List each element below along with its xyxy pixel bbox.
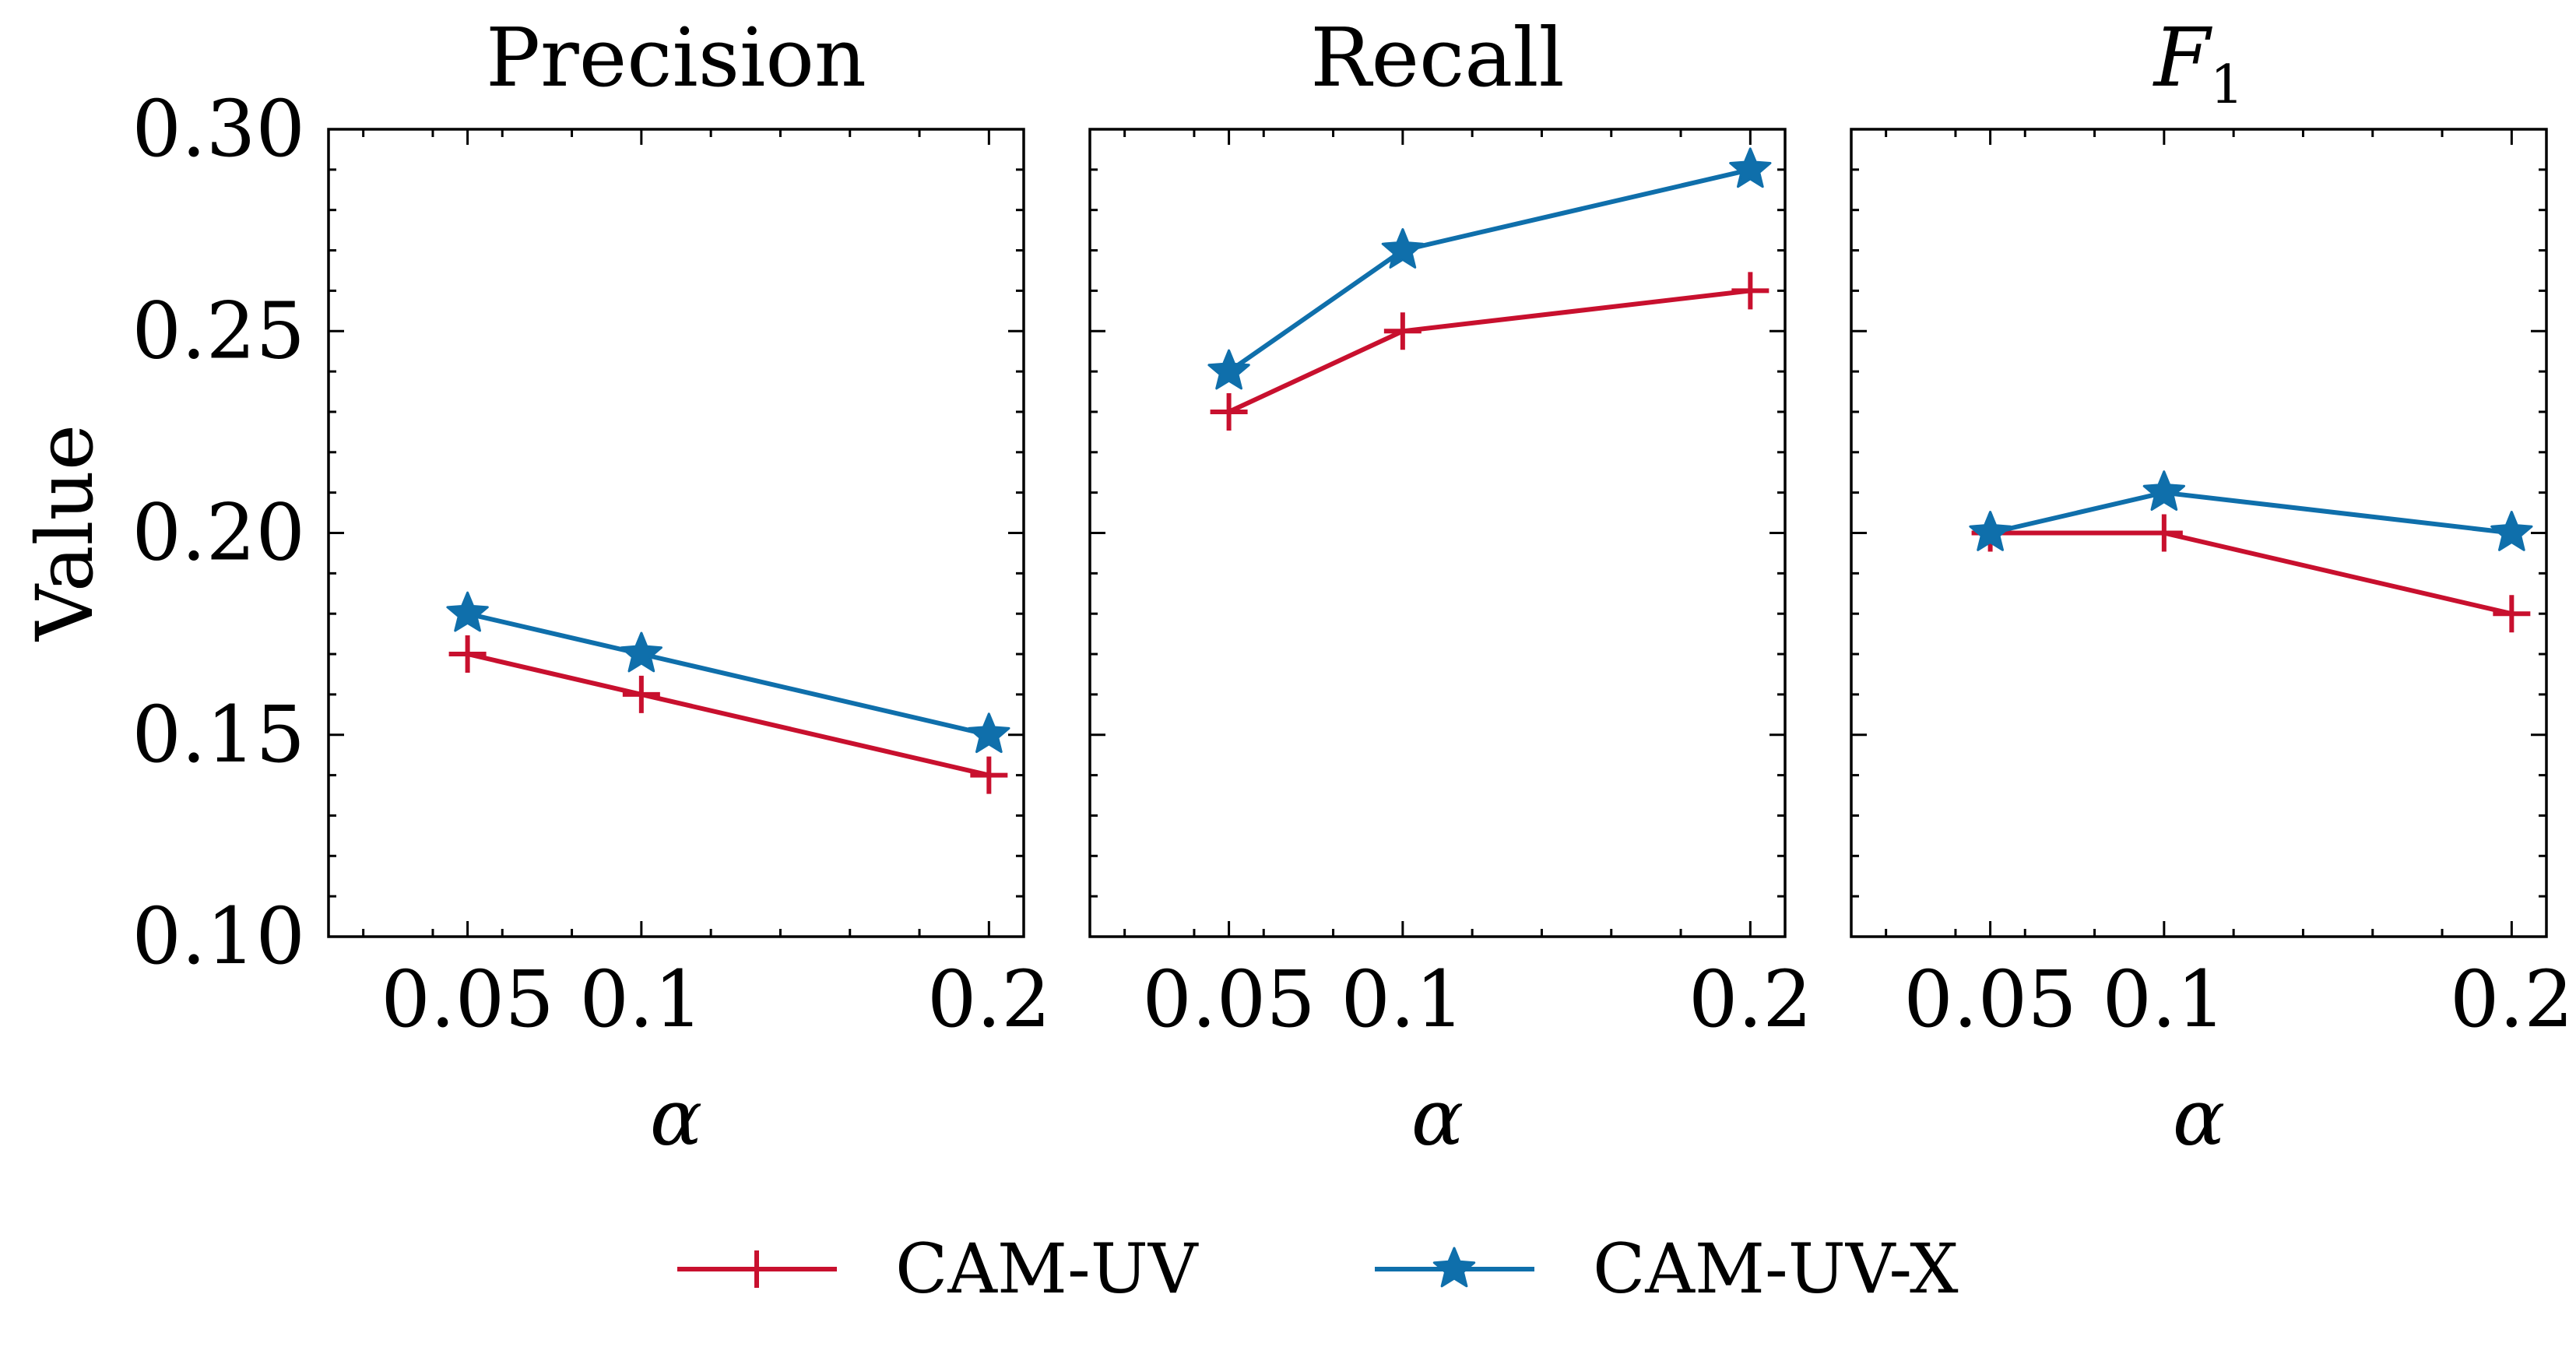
x-tick-label: 0.1: [579, 954, 703, 1045]
legend-item-cam-uv: CAM-UV: [677, 1229, 1199, 1309]
x-axis-label: α: [650, 1072, 703, 1163]
panel-title: F1: [2153, 10, 2244, 116]
x-axis-label: α: [2173, 1072, 2226, 1163]
data-point-cam-uv: [1383, 312, 1422, 350]
x-tick-label: 0.2: [2450, 954, 2574, 1045]
x-tick-label: 0.1: [1341, 954, 1464, 1045]
y-tick-label: 0.30: [132, 83, 305, 174]
data-point-cam-uv-x: [968, 712, 1010, 754]
plot-frame: [327, 128, 1025, 938]
data-point-cam-uv: [2145, 514, 2183, 552]
y-tick-label: 0.25: [132, 285, 305, 376]
data-point-cam-uv: [970, 756, 1008, 794]
data-point-cam-uv-x: [1969, 511, 2012, 551]
data-point-cam-uv: [1210, 392, 1248, 431]
panel-3: F1 0.05 0.1 0.2 α: [1850, 10, 2574, 1163]
x-tick-label: 0.05: [381, 954, 554, 1045]
data-point-cam-uv-x: [1207, 349, 1250, 390]
series-line-cam-uv: [1228, 288, 1751, 414]
data-point-cam-uv-x: [620, 631, 662, 673]
x-tick-label: 0.05: [1142, 954, 1316, 1045]
y-tick-label: 0.20: [132, 487, 305, 579]
data-point-cam-uv-x: [2490, 511, 2533, 551]
y-tick-label: 0.15: [132, 689, 305, 780]
x-tick-label: 0.2: [927, 954, 1051, 1045]
x-axis-label: α: [1411, 1072, 1464, 1163]
series-line-cam-uv: [1990, 530, 2512, 617]
data-point-cam-uv: [622, 675, 660, 713]
data-point-cam-uv-x: [1381, 228, 1424, 269]
legend-marker: [1432, 1247, 1476, 1288]
data-point-cam-uv-x: [1729, 147, 1772, 188]
legend-item-cam-uv-x: CAM-UV-X: [1375, 1229, 1959, 1309]
panels: Precision 0.05 0.1 0.2 0.10 0.15 0.20 0.25 0.30 α…: [132, 10, 2574, 1163]
panel-title: Precision: [486, 10, 866, 105]
x-tick-label: 0.1: [2102, 954, 2226, 1045]
panel-title: Recall: [1310, 10, 1565, 105]
panel-title-subscript: 1: [2210, 55, 2244, 116]
data-point-cam-uv: [1731, 272, 1769, 310]
panel-2: Recall 0.05 0.1 0.2 α: [1088, 10, 1812, 1163]
legend-marker: [738, 1250, 775, 1288]
legend: CAM-UV CAM-UV-X: [677, 1229, 1959, 1309]
panel-1: Precision 0.05 0.1 0.2 0.10 0.15 0.20 0.25 0.30 α: [132, 10, 1051, 1163]
series-line-cam-uv-x: [1227, 167, 1751, 374]
plot-frame: [1850, 128, 2548, 938]
series-line-cam-uv-x: [1989, 490, 2512, 536]
x-tick-label: 0.05: [1903, 954, 2077, 1045]
legend-label: CAM-UV-X: [1593, 1229, 1959, 1309]
legend-label: CAM-UV: [895, 1229, 1199, 1309]
plot-frame: [1088, 128, 1787, 938]
y-tick-label: 0.10: [132, 891, 305, 982]
data-point-cam-uv-x: [2142, 470, 2185, 511]
x-tick-label: 0.2: [1689, 954, 1812, 1045]
y-axis-label: Value: [19, 424, 111, 642]
data-point-cam-uv: [448, 635, 487, 673]
data-point-cam-uv: [2493, 595, 2531, 633]
data-point-cam-uv-x: [446, 591, 489, 632]
